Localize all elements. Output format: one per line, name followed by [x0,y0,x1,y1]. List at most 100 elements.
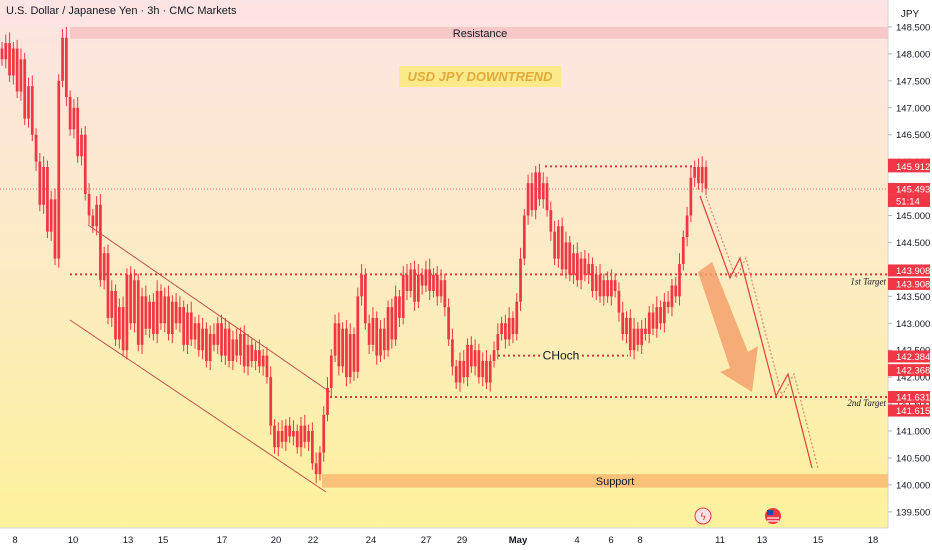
candle-body [488,360,492,383]
candle-body [23,59,27,119]
y-tick-label: 147.500 [896,76,930,87]
candle-body [538,172,541,200]
candle-body [382,328,386,351]
time-axis[interactable]: 8 10 13 15 17 20 22 24 27 29 May 4 6 8 11 13 15 18 [12,535,878,546]
candle-body [541,183,545,200]
candle-body [348,334,352,378]
y-tick-label: 144.500 [896,238,930,249]
candle-body [644,328,647,335]
candle-body [685,215,689,238]
candle-body [481,360,485,378]
candle-body [246,344,250,367]
candle-body [242,334,246,367]
x-tick-label: 29 [457,535,468,546]
candle-body [458,360,462,383]
y-tick-label: 145.000 [896,211,930,222]
candle-body [636,328,640,345]
candles-layer [0,26,708,484]
candle-body [87,193,91,216]
candle-body [451,339,454,367]
candle-body [659,307,662,324]
candle-body [394,296,397,340]
candle-body [201,328,204,351]
candle-body [439,280,443,297]
us-flag-event-icon[interactable] [765,508,781,524]
candle-body [462,360,466,378]
candle-body [345,328,348,378]
candle-body [405,274,409,291]
choch-label: CHoch [543,349,580,363]
candle-body [689,177,693,216]
chart-title: U.S. Dollar / Japanese Yen · 3h · CMC Ma… [6,5,237,17]
candle-body [375,317,379,356]
candle-body [38,161,42,205]
candle-body [167,296,170,335]
candle-body [299,425,303,448]
support-zone [322,474,888,488]
candle-body [53,199,57,259]
candle-body [239,334,242,356]
x-tick-label: 10 [68,535,79,546]
x-tick-label: 13 [757,535,768,546]
candle-body [4,43,8,60]
candle-body [564,242,568,270]
candle-body [114,290,117,340]
channel-lower-line [69,319,327,493]
candle-body [610,280,613,297]
x-tick-label: 18 [868,535,879,546]
price-tag: 145.493 [888,182,930,195]
candle-body [106,253,110,318]
candle-body [398,296,401,318]
candle-body [390,307,394,340]
candle-body [64,37,68,97]
svg-text:145.493: 145.493 [896,184,930,195]
price-tag: 142.368 [888,364,930,377]
candle-body [621,312,625,335]
candle-body [125,274,129,351]
candle-body [693,167,697,178]
economic-event-icon[interactable]: ϟ [694,507,712,525]
plot-background [0,0,888,528]
candle-body [216,323,220,345]
candle-body [575,253,579,281]
candle-body [61,37,64,81]
candle-body [568,242,572,275]
candle-body [261,355,265,367]
candle-body [91,215,95,227]
candle-body [560,226,564,270]
candle-body [295,431,299,448]
price-tag: 143.908 [888,277,930,290]
candle-body [651,312,655,329]
candle-body [579,258,583,281]
candle-body [303,425,307,442]
price-tag: 141.615 [888,404,930,417]
candle-body [19,59,23,92]
price-tag: 51:14 [888,194,930,207]
candle-body [250,344,254,361]
candle-body [129,274,133,324]
candle-body [617,290,621,313]
candle-body [666,301,670,308]
second-target-label: 2nd Target [847,398,886,408]
price-tag: 141.631 [888,391,930,404]
candle-body [8,43,11,76]
candle-body [197,323,201,351]
candle-body [413,269,416,302]
candle-body [522,215,526,259]
overlays-layer: CHoch 1st Target 2nd Target ϟ [0,165,888,525]
candle-body [534,172,538,211]
candle-body [269,377,273,426]
candle-body [170,301,174,335]
candle-body [602,280,606,297]
candle-body [193,323,197,340]
candle-body [318,452,322,475]
currency-label: JPY [901,9,920,20]
x-tick-label: 17 [217,535,228,546]
candle-body [632,328,636,351]
descending-channel [69,224,331,493]
candle-body [655,307,659,329]
candle-body [572,253,575,275]
candle-body [117,307,121,340]
candle-body [0,48,4,60]
